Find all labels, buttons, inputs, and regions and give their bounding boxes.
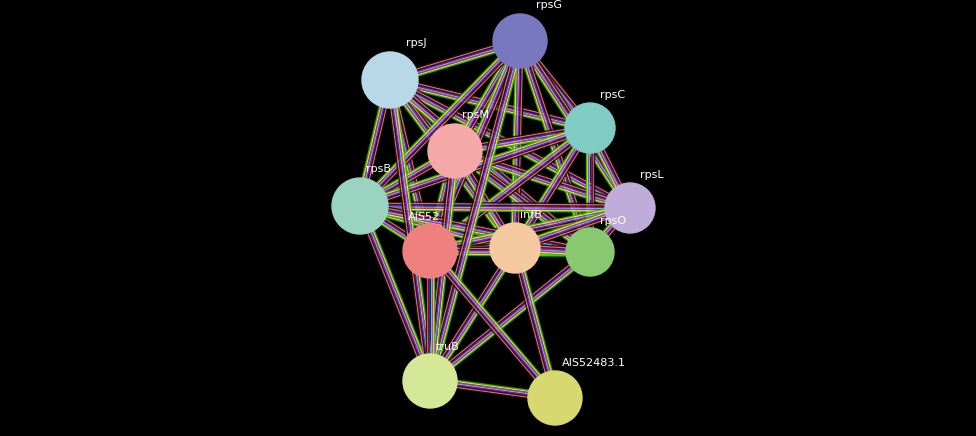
Text: rpsL: rpsL bbox=[640, 170, 664, 180]
Text: infB: infB bbox=[520, 210, 542, 220]
Circle shape bbox=[332, 178, 388, 234]
Text: rpsG: rpsG bbox=[536, 0, 562, 10]
Text: AIS52: AIS52 bbox=[408, 212, 440, 222]
Circle shape bbox=[566, 228, 614, 276]
Text: rpsJ: rpsJ bbox=[406, 38, 427, 48]
Text: rpsO: rpsO bbox=[600, 216, 627, 226]
Text: rpsC: rpsC bbox=[600, 90, 625, 100]
Circle shape bbox=[528, 371, 582, 425]
Circle shape bbox=[403, 224, 457, 278]
Circle shape bbox=[565, 103, 615, 153]
Circle shape bbox=[428, 124, 482, 178]
Circle shape bbox=[493, 14, 547, 68]
Circle shape bbox=[403, 354, 457, 408]
Text: AIS52483.1: AIS52483.1 bbox=[562, 358, 626, 368]
Text: truB: truB bbox=[436, 342, 460, 352]
Circle shape bbox=[490, 223, 540, 273]
Circle shape bbox=[362, 52, 418, 108]
Text: rpsB: rpsB bbox=[366, 164, 391, 174]
Circle shape bbox=[605, 183, 655, 233]
Text: rpsM: rpsM bbox=[462, 110, 489, 120]
